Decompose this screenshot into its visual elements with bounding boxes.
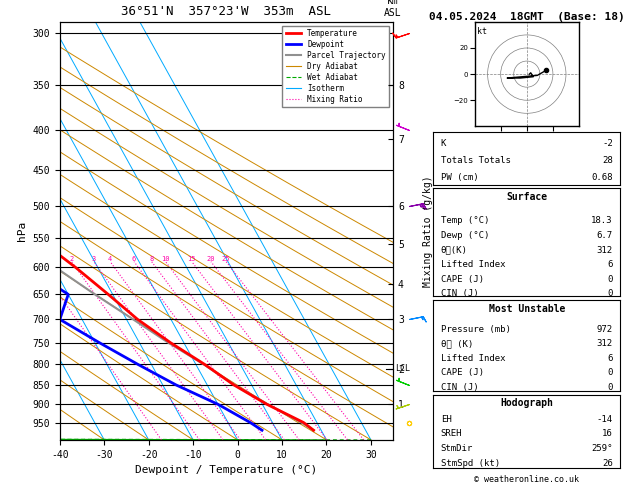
Text: 15: 15 [187,256,196,261]
Text: 16: 16 [602,430,613,438]
Text: 312: 312 [596,339,613,348]
Text: CIN (J): CIN (J) [441,383,479,392]
Text: kt: kt [477,27,487,36]
Text: km
ASL: km ASL [384,0,402,17]
Text: Pressure (mb): Pressure (mb) [441,325,511,333]
Text: K: K [441,139,446,148]
Text: StmSpd (kt): StmSpd (kt) [441,459,500,468]
Text: 0.68: 0.68 [591,173,613,182]
Text: Temp (°C): Temp (°C) [441,216,489,226]
Text: 8: 8 [150,256,154,261]
Text: 3: 3 [92,256,96,261]
Text: θᴇ(K): θᴇ(K) [441,245,468,255]
Text: 312: 312 [596,245,613,255]
Text: CAPE (J): CAPE (J) [441,275,484,283]
Text: CIN (J): CIN (J) [441,289,479,298]
Text: -14: -14 [596,415,613,424]
Text: 0: 0 [608,383,613,392]
Text: Hodograph: Hodograph [500,398,554,408]
Text: CAPE (J): CAPE (J) [441,368,484,378]
Text: 0: 0 [608,289,613,298]
Legend: Temperature, Dewpoint, Parcel Trajectory, Dry Adiabat, Wet Adiabat, Isotherm, Mi: Temperature, Dewpoint, Parcel Trajectory… [282,26,389,107]
Text: StmDir: StmDir [441,444,473,453]
Text: Lifted Index: Lifted Index [441,354,505,363]
Text: Dewp (°C): Dewp (°C) [441,231,489,240]
Text: 0: 0 [608,275,613,283]
Text: Lifted Index: Lifted Index [441,260,505,269]
Text: Mixing Ratio (g/kg): Mixing Ratio (g/kg) [423,175,433,287]
Text: PW (cm): PW (cm) [441,173,479,182]
Text: 04.05.2024  18GMT  (Base: 18): 04.05.2024 18GMT (Base: 18) [429,12,625,22]
Text: 10: 10 [162,256,170,261]
Text: Totals Totals: Totals Totals [441,156,511,165]
Text: 36°51'N  357°23'W  353m  ASL: 36°51'N 357°23'W 353m ASL [121,5,331,17]
Text: © weatheronline.co.uk: © weatheronline.co.uk [474,474,579,484]
Text: 6: 6 [608,260,613,269]
Text: SREH: SREH [441,430,462,438]
Text: 6.7: 6.7 [596,231,613,240]
Text: 4: 4 [108,256,113,261]
Text: θᴇ (K): θᴇ (K) [441,339,473,348]
Text: -2: -2 [602,139,613,148]
Text: LCL: LCL [395,364,410,373]
Text: 25: 25 [222,256,230,261]
Text: 0: 0 [608,368,613,378]
Y-axis label: hPa: hPa [17,221,27,241]
Text: 26: 26 [602,459,613,468]
Text: Surface: Surface [506,192,547,202]
Text: 259°: 259° [591,444,613,453]
Text: 28: 28 [602,156,613,165]
Text: 6: 6 [132,256,136,261]
Text: Most Unstable: Most Unstable [489,304,565,313]
Text: EH: EH [441,415,452,424]
Text: 2: 2 [70,256,74,261]
Text: 18.3: 18.3 [591,216,613,226]
Text: 6: 6 [608,354,613,363]
X-axis label: Dewpoint / Temperature (°C): Dewpoint / Temperature (°C) [135,465,318,475]
Text: 20: 20 [207,256,215,261]
Text: 972: 972 [596,325,613,333]
